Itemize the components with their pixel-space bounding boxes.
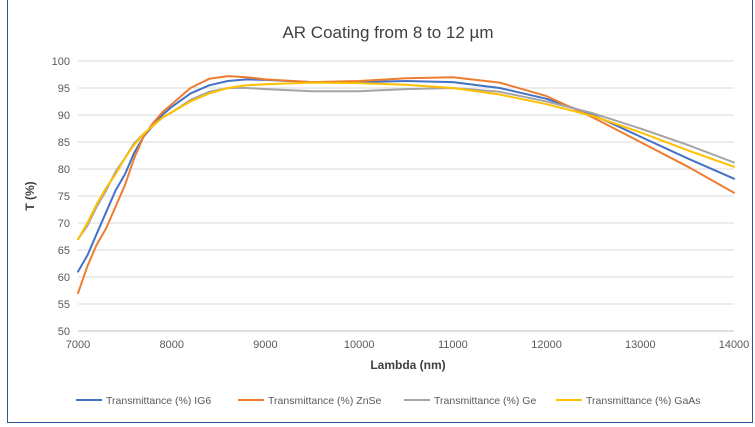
x-tick-label: 7000 bbox=[66, 339, 90, 351]
x-axis-label: Lambda (nm) bbox=[370, 358, 445, 372]
legend-item: Transmittance (%) ZnSe bbox=[238, 395, 382, 407]
legend-label: Transmittance (%) GaAs bbox=[586, 395, 701, 407]
chart-frame: AR Coating from 8 to 12 µm 50 55 60 65 70 75 8… bbox=[7, 0, 753, 423]
legend-item: Transmittance (%) Ge bbox=[404, 395, 536, 407]
x-tick-label: 11000 bbox=[438, 339, 468, 351]
legend-label: Transmittance (%) IG6 bbox=[106, 395, 211, 407]
x-tick-label: 12000 bbox=[531, 339, 562, 351]
legend-item: Transmittance (%) IG6 bbox=[76, 395, 211, 407]
legend-label: Transmittance (%) Ge bbox=[434, 395, 536, 407]
chart-title: AR Coating from 8 to 12 µm bbox=[282, 23, 493, 42]
y-tick-label: 50 bbox=[58, 326, 70, 338]
legend-item: Transmittance (%) GaAs bbox=[556, 395, 701, 407]
x-tick-label: 9000 bbox=[253, 339, 277, 351]
y-tick-label: 55 bbox=[58, 299, 70, 311]
line-chart: AR Coating from 8 to 12 µm 50 55 60 65 70 75 8… bbox=[23, 23, 750, 407]
grid-lines bbox=[78, 60, 734, 332]
y-tick-label: 90 bbox=[58, 110, 70, 122]
series-line-1 bbox=[77, 75, 735, 295]
x-tick-label: 13000 bbox=[625, 339, 656, 351]
legend: Transmittance (%) IG6 Transmittance (%) Z… bbox=[76, 395, 701, 407]
y-axis-ticks: 50 55 60 65 70 75 80 85 90 95 100 bbox=[52, 56, 70, 338]
y-tick-label: 75 bbox=[58, 191, 70, 203]
x-tick-label: 10000 bbox=[344, 339, 375, 351]
y-tick-label: 70 bbox=[58, 218, 70, 230]
series-lines bbox=[77, 75, 735, 295]
y-tick-label: 80 bbox=[58, 164, 70, 176]
y-tick-label: 95 bbox=[58, 83, 70, 95]
x-tick-label: 14000 bbox=[719, 339, 750, 351]
y-axis-label: T (%) bbox=[23, 181, 37, 210]
legend-label: Transmittance (%) ZnSe bbox=[268, 395, 382, 407]
x-tick-label: 8000 bbox=[159, 339, 183, 351]
y-tick-label: 100 bbox=[52, 56, 70, 68]
y-tick-label: 60 bbox=[58, 272, 70, 284]
y-tick-label: 85 bbox=[58, 137, 70, 149]
y-tick-label: 65 bbox=[58, 245, 70, 257]
x-axis-ticks: 7000 8000 9000 10000 11000 12000 13000 14000 bbox=[66, 339, 750, 351]
series-line-3 bbox=[77, 81, 735, 241]
series-line-0 bbox=[77, 78, 735, 273]
